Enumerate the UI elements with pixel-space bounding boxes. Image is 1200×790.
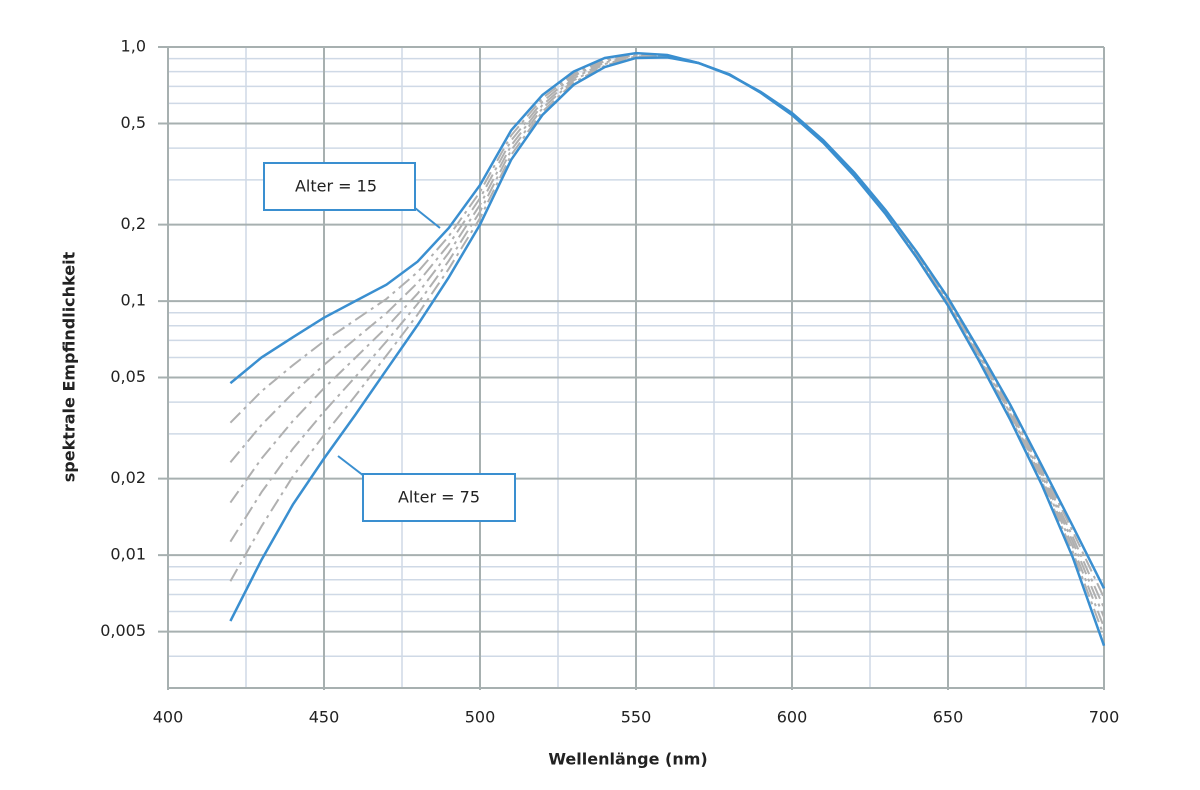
y-tick-label: 0,005 bbox=[100, 621, 146, 640]
labels: 0,005 0,01 0,02 0,05 0,1 0,2 0,5 1,0 400 450 500 55… bbox=[100, 37, 1119, 727]
grid bbox=[158, 46, 1105, 690]
y-tick-label: 0,01 bbox=[110, 545, 146, 564]
x-tick-label: 700 bbox=[1089, 708, 1120, 727]
x-tick-label: 650 bbox=[933, 708, 964, 727]
y-tick-label: 0,2 bbox=[121, 214, 146, 233]
leader-line bbox=[337, 455, 365, 477]
annotation-box bbox=[263, 162, 416, 211]
x-tick-label: 500 bbox=[465, 708, 496, 727]
y-axis-label: spektrale Empfindlichkeit bbox=[60, 251, 79, 482]
y-tick-label: 0,05 bbox=[110, 367, 146, 386]
lines bbox=[229, 51, 1106, 647]
dashed-line bbox=[229, 53, 1105, 609]
dashed-line bbox=[229, 54, 1105, 618]
annotation: Alter = 75 bbox=[337, 455, 516, 522]
x-tick-label: 550 bbox=[621, 708, 652, 727]
y-tick-label: 0,1 bbox=[121, 291, 146, 310]
x-tick-label: 600 bbox=[777, 708, 808, 727]
y-tick-label: 1,0 bbox=[121, 37, 146, 56]
annotation: Alter = 15 bbox=[263, 162, 441, 229]
leader-line bbox=[414, 207, 441, 229]
annotation-box bbox=[362, 473, 516, 522]
line bbox=[229, 51, 1106, 589]
x-tick-label: 450 bbox=[309, 708, 340, 727]
line bbox=[229, 56, 1106, 647]
y-tick-label: 0,02 bbox=[110, 468, 146, 487]
x-tick-label: 400 bbox=[153, 708, 184, 727]
annotation-text: Alter = 15 bbox=[295, 177, 377, 196]
y-tick-label: 0,5 bbox=[121, 113, 146, 132]
dashed-line bbox=[229, 55, 1105, 637]
annotation-text: Alter = 75 bbox=[398, 488, 480, 507]
x-axis-label: Wellenlänge (nm) bbox=[548, 750, 707, 769]
